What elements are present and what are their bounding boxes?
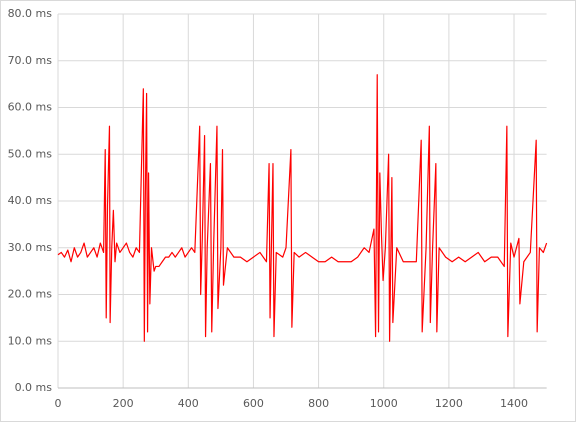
x-tick-label: 600 [243,397,264,410]
y-tick-label: 80.0 ms [8,7,53,20]
x-tick-label: 1400 [500,397,528,410]
y-tick-label: 0.0 ms [15,381,53,394]
x-tick-label: 800 [308,397,329,410]
y-tick-label: 70.0 ms [8,54,53,67]
y-tick-label: 60.0 ms [8,101,53,114]
x-tick-label: 1000 [370,397,398,410]
data-line [57,74,548,342]
x-tick-label: 1200 [435,397,463,410]
y-tick-label: 30.0 ms [8,241,53,254]
x-tick-label: 0 [55,397,62,410]
x-tick-label: 200 [113,397,134,410]
x-tick-label: 400 [178,397,199,410]
y-tick-label: 20.0 ms [8,288,53,301]
y-tick-label: 50.0 ms [8,147,53,160]
y-tick-label: 10.0 ms [8,334,53,347]
y-tick-label: 40.0 ms [8,194,53,207]
